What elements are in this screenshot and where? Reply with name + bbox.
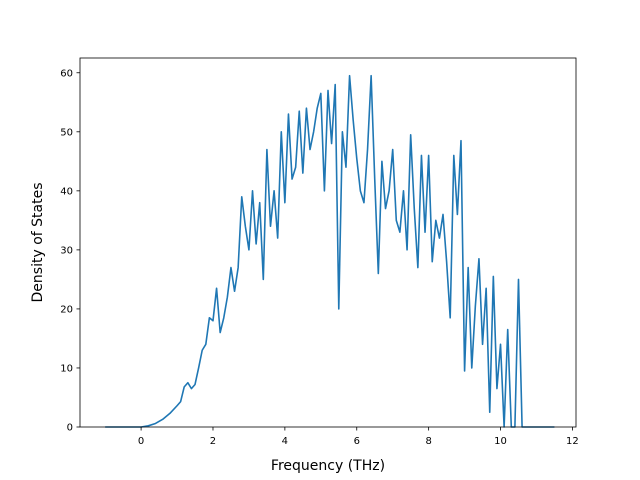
y-tick-label: 40 <box>60 186 73 197</box>
y-tick-label: 50 <box>60 127 73 138</box>
x-tick-label: 6 <box>354 436 360 447</box>
x-tick-label: 2 <box>210 436 216 447</box>
x-axis-label: Frequency (THz) <box>271 458 385 474</box>
x-tick-label: 10 <box>494 436 507 447</box>
plot-series <box>105 74 555 428</box>
x-tick-label: 12 <box>566 436 579 447</box>
plot-frame <box>79 57 577 428</box>
series-line <box>105 74 555 428</box>
y-tick-label: 20 <box>60 304 73 315</box>
x-tick-label: 4 <box>282 436 288 447</box>
x-axis-ticks: 0 2 4 6 8 10 12 <box>138 427 579 447</box>
y-tick-label: 30 <box>60 245 73 256</box>
y-tick-label: 0 <box>67 423 73 434</box>
y-axis-label: Density of States <box>30 183 46 303</box>
x-tick-label: 0 <box>138 436 144 447</box>
y-tick-label: 10 <box>60 363 73 374</box>
y-axis-ticks: 0 10 20 30 40 50 60 <box>60 68 80 434</box>
y-tick-label: 60 <box>60 68 73 79</box>
x-tick-label: 8 <box>425 436 431 447</box>
